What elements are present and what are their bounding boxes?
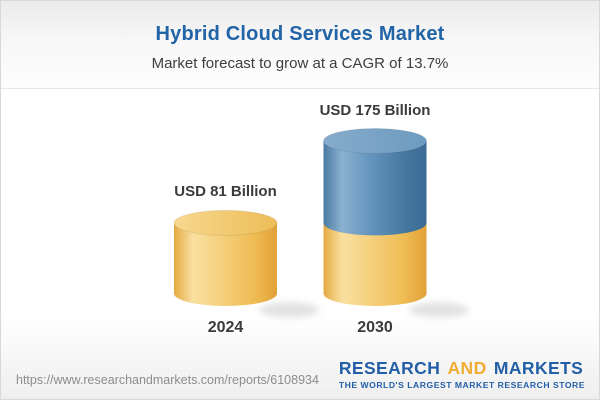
logo-word-markets: MARKETS [493,357,584,378]
logo-word-research: RESEARCH [338,357,441,378]
cylinder-top-cap [173,209,278,236]
logo-wordmark: RESEARCH AND MARKETS [338,357,585,378]
cylinder-segment [174,222,277,306]
cylinder-2024 [173,209,320,318]
header: Hybrid Cloud Services Market Market fore… [1,1,599,89]
cylinder-top-cap [323,128,427,154]
page-subtitle: Market forecast to grow at a CAGR of 13.… [151,55,449,72]
value-label-2030: USD 175 Billion [319,101,431,119]
page-title: Hybrid Cloud Services Market [155,23,445,45]
cylinder-2030 [323,128,469,318]
cylinder-segment [323,141,427,236]
research-and-markets-logo: RESEARCH AND MARKETS THE WORLD'S LARGEST… [338,357,585,391]
cylinder-bars [173,128,469,318]
year-label-2030: 2030 [357,319,393,336]
cylinder-segment [323,222,427,306]
year-label-2024: 2024 [207,319,244,336]
report-url: https://www.researchandmarkets.com/repor… [16,373,319,387]
logo-tagline: THE WORLD'S LARGEST MARKET RESEARCH STOR… [338,380,585,391]
value-label-2024: USD 81 Billion [174,183,277,201]
cylinder-shadow [409,302,469,318]
logo-word-and: AND [447,357,487,378]
cylinder-shadow [259,302,320,318]
